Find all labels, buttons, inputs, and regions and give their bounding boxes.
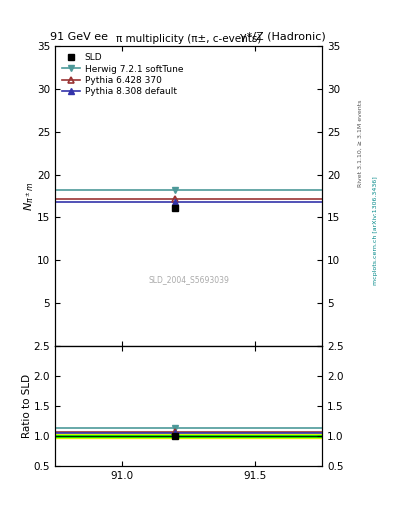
Y-axis label: Ratio to SLD: Ratio to SLD xyxy=(22,374,32,438)
Y-axis label: $N_{\pi^\pm m}$: $N_{\pi^\pm m}$ xyxy=(22,181,35,210)
Text: 91 GeV ee: 91 GeV ee xyxy=(50,32,108,42)
Text: SLD_2004_S5693039: SLD_2004_S5693039 xyxy=(148,275,229,285)
Bar xyxy=(55,435,322,437)
Text: Rivet 3.1.10, ≥ 3.1M events: Rivet 3.1.10, ≥ 3.1M events xyxy=(358,100,363,187)
Text: mcplots.cern.ch [arXiv:1306.3436]: mcplots.cern.ch [arXiv:1306.3436] xyxy=(373,176,378,285)
Title: π multiplicity (π±, c-events): π multiplicity (π±, c-events) xyxy=(116,34,261,44)
Text: γ*/Z (Hadronic): γ*/Z (Hadronic) xyxy=(240,32,326,42)
Legend: SLD, Herwig 7.2.1 softTune, Pythia 6.428 370, Pythia 8.308 default: SLD, Herwig 7.2.1 softTune, Pythia 6.428… xyxy=(59,51,186,99)
Bar xyxy=(55,434,322,438)
